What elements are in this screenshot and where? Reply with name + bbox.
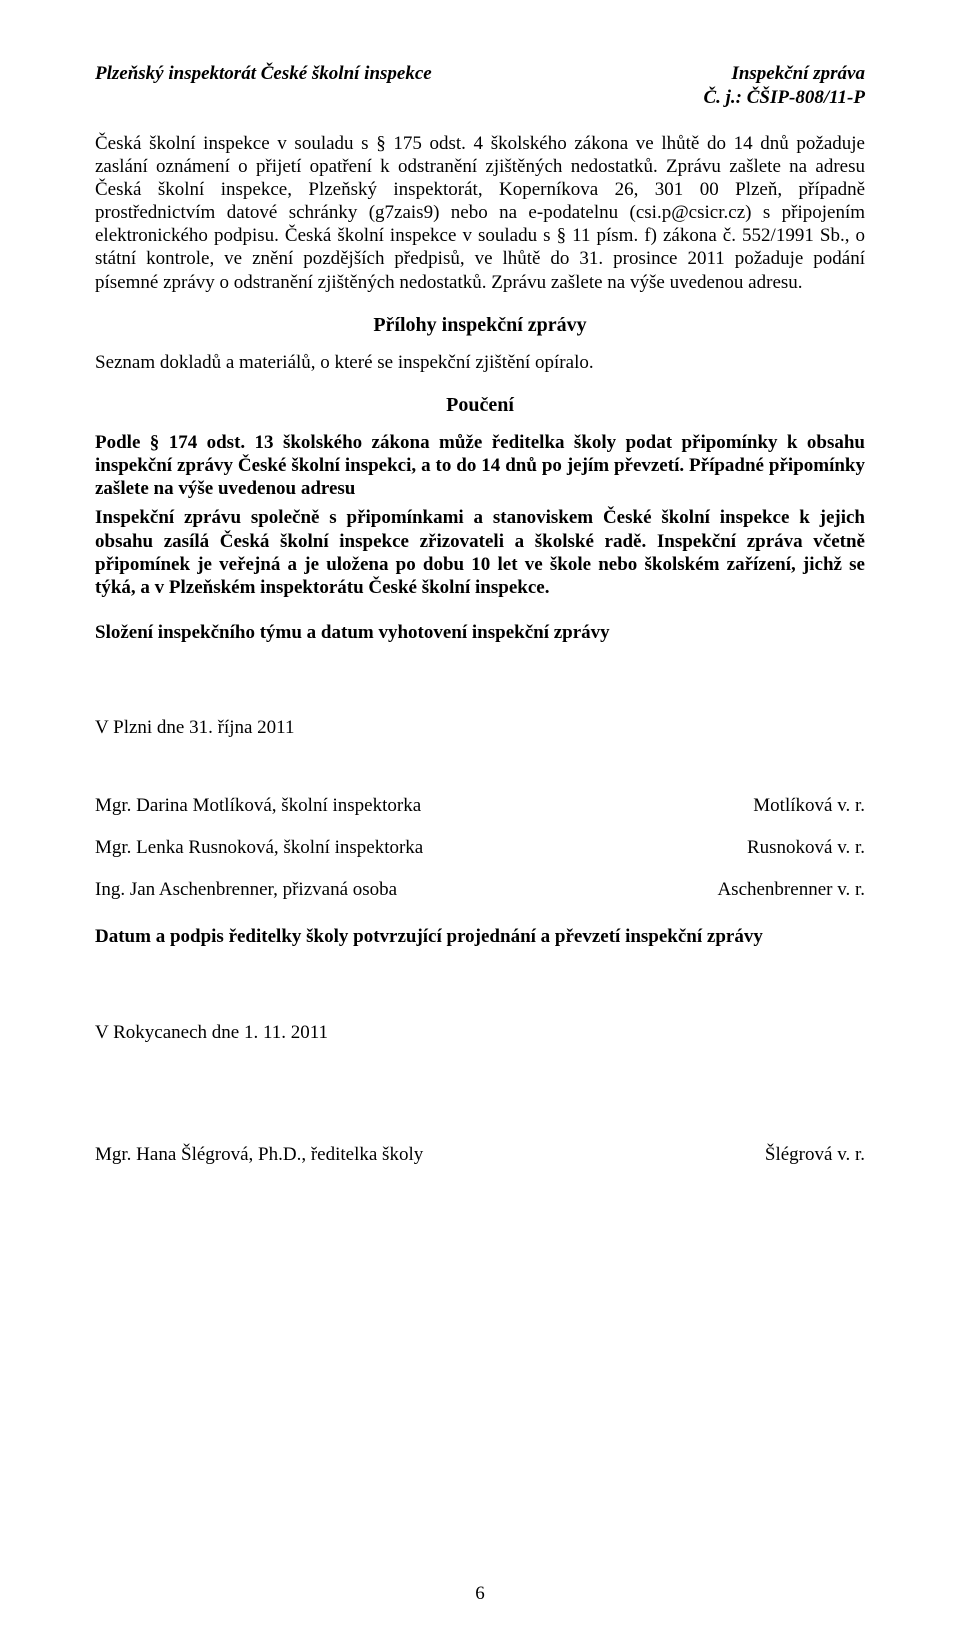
page-number: 6 — [0, 1583, 960, 1605]
director-row: Mgr. Hana Šlégrová, Ph.D., ředitelka ško… — [95, 1144, 865, 1166]
main-paragraph: Česká školní inspekce v souladu s § 175 … — [95, 132, 865, 294]
signer-row: Mgr. Darina Motlíková, školní inspektork… — [95, 795, 865, 817]
page: Plzeňský inspektorát České školní inspek… — [0, 0, 960, 1645]
signer-left: Ing. Jan Aschenbrenner, přizvaná osoba — [95, 879, 397, 901]
signers-block: Mgr. Darina Motlíková, školní inspektork… — [95, 795, 865, 901]
signer-row: Ing. Jan Aschenbrenner, přizvaná osoba A… — [95, 879, 865, 901]
header-left: Plzeňský inspektorát České školní inspek… — [95, 62, 432, 110]
section-instruction-title: Poučení — [95, 394, 865, 417]
director-left: Mgr. Hana Šlégrová, Ph.D., ředitelka ško… — [95, 1144, 423, 1166]
confirmation-heading: Datum a podpis ředitelky školy potvrzují… — [95, 925, 865, 948]
signer-right: Aschenbrenner v. r. — [717, 879, 865, 901]
place-date: V Plzni dne 31. října 2011 — [95, 716, 865, 739]
signer-left: Mgr. Darina Motlíková, školní inspektork… — [95, 795, 421, 817]
header-right-line1: Inspekční zpráva — [703, 62, 865, 86]
instruction-para2: Inspekční zprávu společně s připomínkami… — [95, 506, 865, 599]
place-date-2: V Rokycanech dne 1. 11. 2011 — [95, 1021, 865, 1044]
signer-row: Mgr. Lenka Rusnoková, školní inspektorka… — [95, 837, 865, 859]
header-right: Inspekční zpráva Č. j.: ČŠIP-808/11-P — [703, 62, 865, 110]
attachments-line: Seznam dokladů a materiálů, o které se i… — [95, 351, 865, 374]
page-header: Plzeňský inspektorát České školní inspek… — [95, 62, 865, 110]
instruction-para1: Podle § 174 odst. 13 školského zákona mů… — [95, 431, 865, 501]
signer-right: Rusnoková v. r. — [747, 837, 865, 859]
director-right: Šlégrová v. r. — [765, 1144, 865, 1166]
signer-left: Mgr. Lenka Rusnoková, školní inspektorka — [95, 837, 423, 859]
header-right-line2: Č. j.: ČŠIP-808/11-P — [703, 86, 865, 110]
section-attachments-title: Přílohy inspekční zprávy — [95, 314, 865, 337]
signer-right: Motlíková v. r. — [753, 795, 865, 817]
team-heading: Složení inspekčního týmu a datum vyhotov… — [95, 621, 865, 644]
